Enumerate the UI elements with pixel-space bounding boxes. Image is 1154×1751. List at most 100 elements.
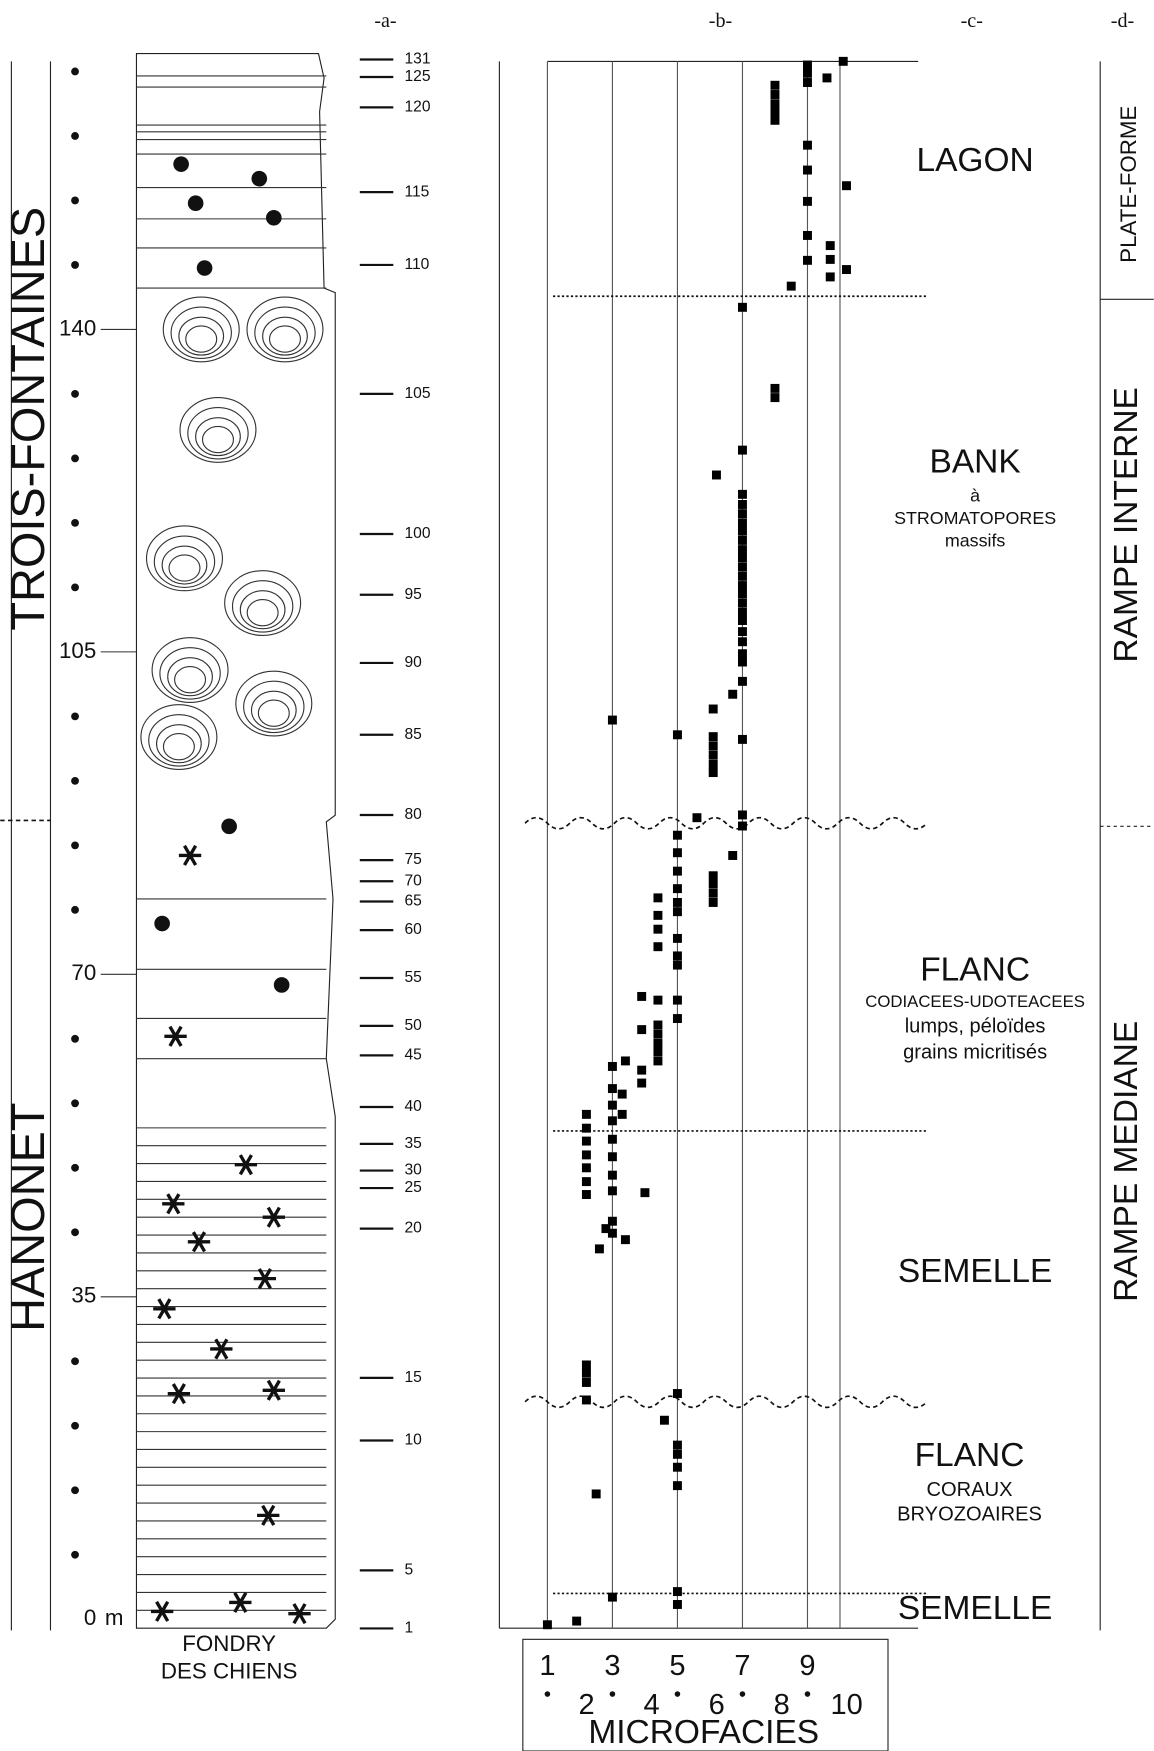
microfacies-point [737,637,747,647]
microfacies-point [803,60,812,70]
microfacies-point [803,68,812,78]
microfacies-point [672,1481,682,1491]
minor-tick-dot [71,841,79,850]
minor-tick-dot [71,1099,79,1108]
microfacies-point [737,302,747,312]
microfacies-point [803,255,812,265]
microfacies-point [653,1020,663,1030]
minor-tick-dot [71,454,79,463]
environment: FLANC [920,951,1030,988]
stromatopore-symbol [195,417,241,457]
sample-label: 35 [404,1135,422,1152]
legend-number: 9 [799,1650,815,1682]
fossil-star [183,844,198,866]
legend-dot [609,1691,616,1697]
sample-label: 1 [404,1620,413,1637]
microfacies-point [653,1047,663,1057]
fossil-star [233,1591,248,1613]
microfacies-point [842,265,851,275]
sample-label: 15 [404,1369,422,1386]
microfacies-point [607,1084,617,1094]
stromatopore-symbol [268,325,301,353]
minor-tick-dot [71,518,79,527]
microfacies-point [672,1600,682,1609]
microfacies-point [803,196,812,206]
microfacies-point [672,1462,682,1472]
microfacies-point [653,1029,663,1039]
stromatopore-symbol [201,425,234,454]
environment-detail: BRYOZOAIRES [897,1504,1042,1526]
legend-dot [544,1691,551,1697]
microfacies-point [672,884,682,894]
microfacies-point [737,657,747,667]
microfacies-point [581,1109,591,1119]
formation-name: HANONET [2,1103,54,1332]
labels: -a- -b- -c- -d- [374,10,1134,32]
stromatopore-symbol [235,670,313,737]
microfacies-point [572,1616,582,1626]
microfacies-point [770,107,780,117]
minor-tick-dot [71,132,79,140]
microfacies-point [737,616,747,626]
microfacies-point [620,1056,630,1066]
microfacies-point [581,1163,591,1173]
stromatopore-symbol [161,545,208,585]
microfacies-point [737,445,747,455]
microfacies-point [737,509,747,519]
fossil-star [261,1504,276,1526]
fossil-dot [251,170,268,187]
fossil-dot [196,260,213,276]
minor-tick-dot [71,905,79,914]
stromatopore-symbol [170,306,232,360]
microfacies-point [581,1150,591,1160]
microfacies-point [637,991,647,1001]
y-tick-label: 0 [84,1605,96,1630]
environment-detail: CORAUX [927,1479,1013,1501]
fossil-dot [173,156,189,172]
minor-tick-dot [71,1357,79,1366]
microfacies-point [737,627,747,637]
sample-label: 131 [404,51,430,68]
y-tick-label: 35 [71,1283,96,1308]
microfacies-point [803,78,812,87]
fossil-star [292,1603,307,1625]
microfacies-point [737,535,747,545]
environment-detail: STROMATOPORES [894,508,1056,528]
sample-label: 50 [404,1017,422,1034]
microfacies-point [737,810,747,820]
column-header: -b- [709,10,732,32]
environment-detail: à [970,486,980,506]
microfacies-point [653,995,663,1005]
microfacies-point [672,1587,682,1597]
stromatopore-symbol [246,296,324,363]
stromatopore-symbol [140,704,218,770]
minor-tick-dot [71,776,79,785]
microfacies-point [672,907,682,917]
sample-label: 90 [404,654,422,671]
sample-label: 60 [404,921,422,938]
microfacies-point [711,470,721,480]
y-tick-label: 105 [59,638,96,663]
column-header: -d- [1111,10,1134,32]
column-header: -c- [961,10,983,32]
microfacies-point [581,1360,591,1370]
sample-label: 25 [404,1179,422,1196]
microfacies-point [672,1449,682,1459]
microfacies-point [728,851,738,860]
microfacies-point [708,732,718,742]
stromatopore-symbol [257,699,290,727]
sample-label: 80 [404,806,422,823]
stromatopore-symbol [185,325,218,353]
microfacies-point [607,1228,617,1238]
microfacies-point [822,73,832,83]
microfacies-point [737,562,747,572]
sample-label: 45 [404,1047,422,1064]
fossil-star [157,1298,172,1320]
microfacies-point [838,56,848,66]
stromatopore-symbol [159,647,221,700]
microfacies-point [617,1089,627,1099]
microfacies-point [672,730,682,740]
microfacies-point [770,99,780,109]
column-header: -a- [374,10,396,32]
microfacies-point [770,393,780,403]
